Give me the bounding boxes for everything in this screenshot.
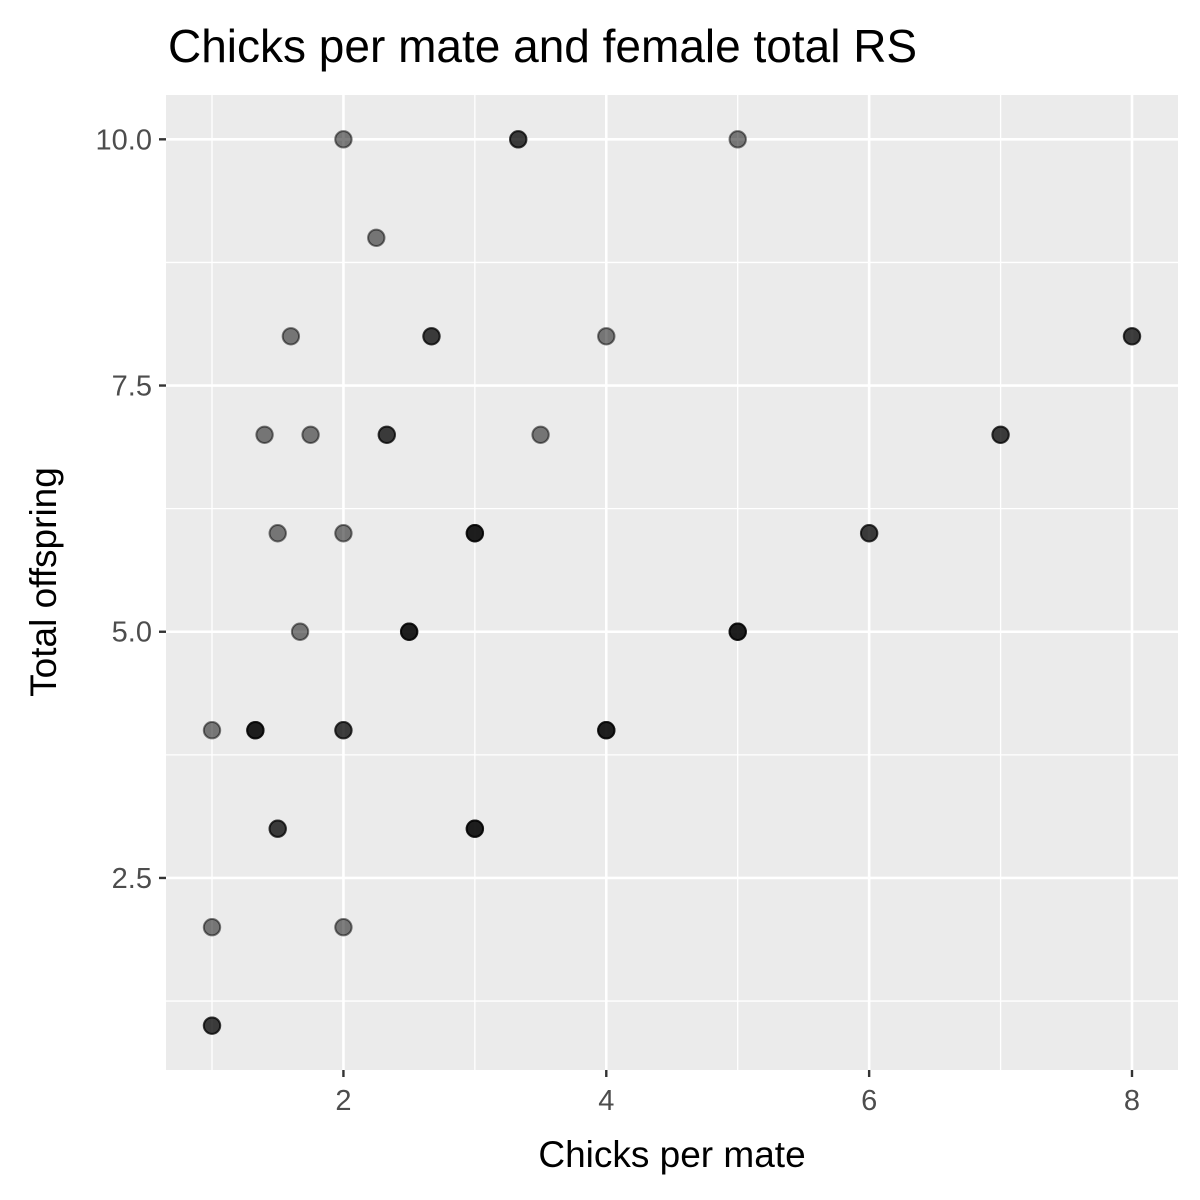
major-gridlines — [166, 95, 1178, 1070]
plot-panel — [166, 95, 1178, 1070]
data-point — [531, 425, 550, 444]
y-tick-label: 7.5 — [112, 371, 152, 403]
y-tick-label: 2.5 — [112, 863, 152, 895]
data-point — [597, 721, 616, 740]
data-point — [465, 819, 485, 838]
data-point — [334, 721, 353, 740]
data-point — [281, 327, 301, 346]
data-point — [377, 425, 396, 444]
data-point — [422, 327, 441, 346]
data-point — [991, 425, 1010, 444]
data-point — [301, 425, 320, 444]
data-point — [290, 622, 310, 641]
data-point — [334, 917, 353, 937]
chart-title: Chicks per mate and female total RS — [168, 20, 917, 72]
x-axis-title: Chicks per mate — [538, 1134, 805, 1175]
data-point — [202, 1016, 222, 1035]
data-point — [509, 130, 528, 149]
x-tick-label: 8 — [1124, 1085, 1140, 1117]
data-point — [268, 524, 287, 543]
data-point — [1122, 327, 1142, 346]
data-point — [728, 130, 747, 149]
y-axis: 2.5 5.0 7.5 10.0 — [96, 124, 166, 895]
y-axis-title: Total offspring — [23, 467, 64, 697]
x-tick-label: 4 — [598, 1085, 614, 1117]
y-tick-label: 5.0 — [112, 617, 152, 649]
data-point — [367, 228, 386, 248]
data-point — [399, 622, 419, 641]
minor-gridlines — [166, 95, 1178, 1070]
data-point — [268, 819, 287, 838]
x-axis: 2 4 6 8 — [335, 1070, 1140, 1117]
x-tick-label: 2 — [335, 1085, 351, 1117]
x-tick-label: 6 — [861, 1085, 877, 1117]
data-point — [202, 917, 222, 937]
data-point — [334, 130, 353, 149]
data-point — [255, 425, 274, 444]
data-point — [728, 622, 747, 641]
data-points — [202, 130, 1142, 1035]
data-point — [246, 721, 265, 740]
data-point — [334, 524, 353, 543]
data-point — [597, 327, 616, 346]
data-point — [202, 721, 222, 740]
y-tick-label: 10.0 — [96, 124, 152, 156]
data-point — [465, 524, 485, 543]
data-point — [859, 524, 879, 543]
